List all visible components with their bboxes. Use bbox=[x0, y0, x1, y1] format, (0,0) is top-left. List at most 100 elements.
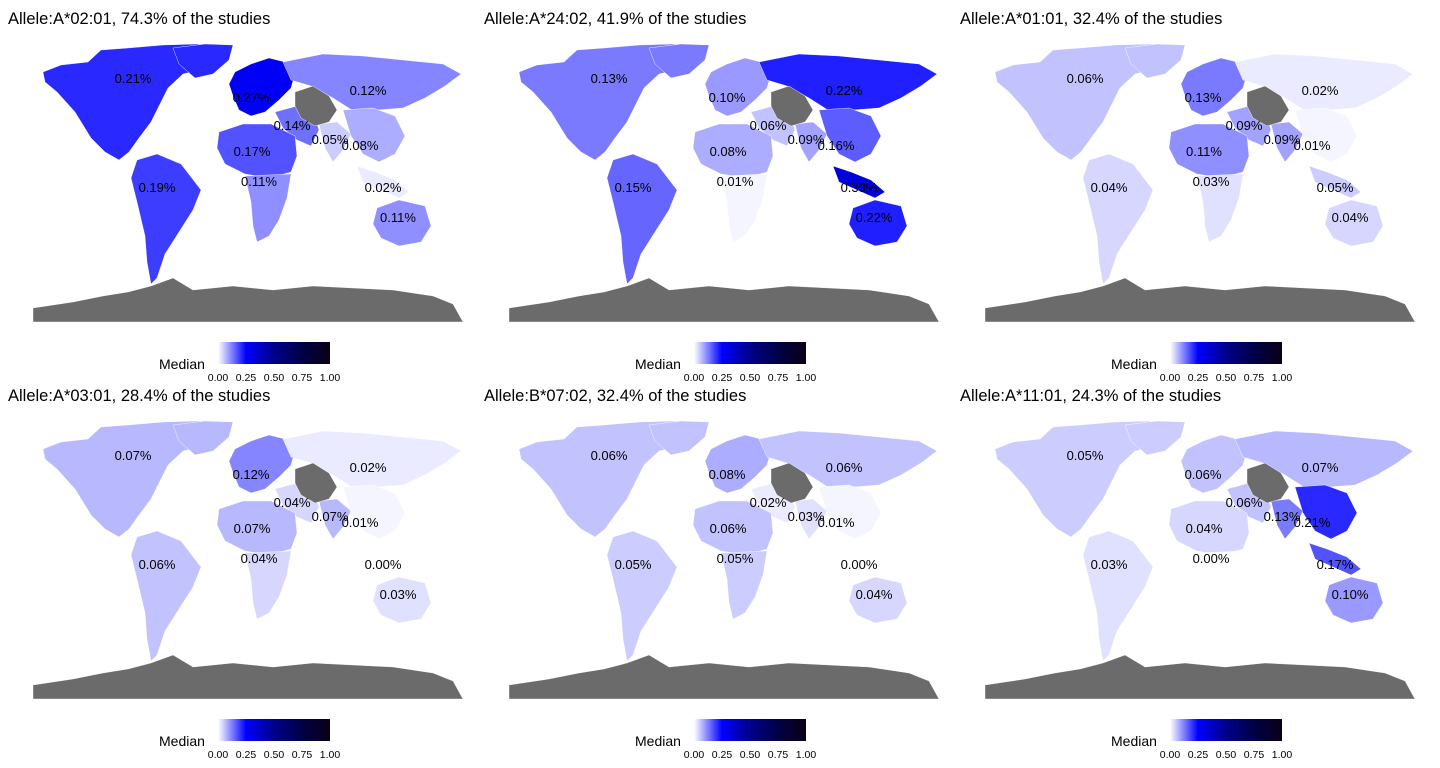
region-south-asia bbox=[1270, 121, 1304, 163]
region-value-label: 0.05% bbox=[615, 557, 652, 572]
region-southeast-asia bbox=[356, 165, 410, 199]
world-map: 0.06%0.05%0.08% 0.06%0.02%0.06%0.05%0.03%… bbox=[509, 420, 939, 699]
region-value-label: 0.19% bbox=[139, 180, 176, 195]
color-legend: Median 0.00 0.25 0.50 0.75 1.00 bbox=[150, 719, 340, 761]
map-title: Allele:A*11:01, 24.3% of the studies bbox=[960, 387, 1222, 405]
legend-tick-label: 0.25 bbox=[235, 372, 257, 384]
region-antarctica bbox=[509, 654, 939, 699]
region-value-label: 0.33% bbox=[841, 180, 878, 195]
region-oceania bbox=[372, 576, 432, 624]
map-title: Allele:A*01:01, 32.4% of the studies bbox=[960, 10, 1223, 28]
region-europe bbox=[704, 434, 772, 494]
legend-gradient-bar bbox=[1170, 719, 1282, 741]
region-greenland bbox=[1124, 420, 1186, 456]
region-east-asia bbox=[342, 107, 406, 163]
region-southern-africa bbox=[244, 550, 292, 620]
region-value-label: 0.17% bbox=[1317, 557, 1354, 572]
region-south-asia bbox=[794, 121, 828, 163]
region-europe bbox=[1180, 57, 1248, 117]
region-value-label: 0.06% bbox=[591, 448, 628, 463]
region-antarctica bbox=[509, 277, 939, 322]
region-europe bbox=[704, 57, 772, 117]
map-title: Allele:A*03:01, 28.4% of the studies bbox=[8, 387, 271, 405]
region-east-asia bbox=[1294, 107, 1358, 163]
region-value-label: 0.12% bbox=[350, 83, 387, 98]
region-value-label: 0.04% bbox=[1186, 521, 1223, 536]
region-value-label: 0.06% bbox=[1226, 495, 1263, 510]
region-antarctica bbox=[985, 277, 1415, 322]
legend-tick-label: 0.00 bbox=[683, 749, 705, 761]
legend-tick-label: 1.00 bbox=[319, 749, 341, 761]
legend-tick-label: 0.00 bbox=[1159, 749, 1181, 761]
region-value-label: 0.03% bbox=[788, 509, 825, 524]
legend-tick-label: 0.00 bbox=[207, 372, 229, 384]
region-south-america bbox=[606, 530, 678, 662]
region-south-america bbox=[130, 530, 202, 662]
region-value-label: 0.07% bbox=[312, 509, 349, 524]
region-east-asia bbox=[818, 107, 882, 163]
region-north-africa bbox=[1168, 123, 1250, 179]
legend-tick-label: 0.25 bbox=[711, 372, 733, 384]
legend-tick-label: 0.25 bbox=[711, 749, 733, 761]
region-north-america bbox=[518, 420, 700, 538]
region-europe bbox=[228, 434, 296, 494]
region-southeast-asia bbox=[1308, 542, 1362, 576]
legend-title: Median bbox=[635, 356, 681, 372]
region-value-label: 0.06% bbox=[1067, 71, 1104, 86]
legend-tick-label: 1.00 bbox=[319, 372, 341, 384]
region-north-america bbox=[42, 43, 224, 161]
legend-tick-label: 1.00 bbox=[795, 749, 817, 761]
region-value-label: 0.00% bbox=[841, 557, 878, 572]
region-greenland bbox=[172, 420, 234, 456]
region-north-africa bbox=[216, 123, 298, 179]
world-map: 0.21% 0.19% 0.27% 0.12% 0.14%0.17% 0.11% 0.05%… bbox=[33, 43, 463, 322]
region-central-asia-nodata bbox=[770, 85, 814, 127]
region-value-label: 0.22% bbox=[826, 83, 863, 98]
region-south-america bbox=[1082, 530, 1154, 662]
region-value-label: 0.04% bbox=[241, 551, 278, 566]
region-southern-africa bbox=[720, 550, 768, 620]
map-panel: Allele:B*07:02, 32.4% of the studies 0.06… bbox=[476, 377, 952, 761]
region-north-africa bbox=[692, 500, 774, 556]
region-value-label: 0.03% bbox=[1091, 557, 1128, 572]
color-legend: Median 0.00 0.25 0.50 0.75 1.00 bbox=[626, 342, 816, 384]
region-value-label: 0.06% bbox=[750, 118, 787, 133]
region-value-label: 0.02% bbox=[365, 180, 402, 195]
region-value-label: 0.06% bbox=[710, 521, 747, 536]
region-value-label: 0.22% bbox=[856, 210, 893, 225]
region-value-label: 0.01% bbox=[818, 515, 855, 530]
legend-tick-label: 0.50 bbox=[1215, 372, 1237, 384]
region-central-asia-nodata bbox=[294, 85, 338, 127]
region-value-label: 0.03% bbox=[1193, 174, 1230, 189]
region-value-label: 0.00% bbox=[1193, 551, 1230, 566]
region-value-label: 0.14% bbox=[274, 118, 311, 133]
region-value-label: 0.00% bbox=[365, 557, 402, 572]
region-value-label: 0.04% bbox=[856, 587, 893, 602]
map-title: Allele:B*07:02, 32.4% of the studies bbox=[484, 387, 747, 405]
region-value-label: 0.04% bbox=[1091, 180, 1128, 195]
region-value-label: 0.08% bbox=[709, 467, 746, 482]
region-value-label: 0.09% bbox=[788, 132, 825, 147]
region-value-label: 0.09% bbox=[1264, 132, 1301, 147]
color-legend: Median 0.00 0.25 0.50 0.75 1.00 bbox=[1102, 342, 1292, 384]
region-north-america bbox=[994, 420, 1176, 538]
region-value-label: 0.11% bbox=[380, 210, 416, 225]
legend-tick-label: 1.00 bbox=[795, 372, 817, 384]
legend-tick-label: 0.75 bbox=[767, 372, 789, 384]
legend-title: Median bbox=[1111, 356, 1157, 372]
region-value-label: 0.05% bbox=[1067, 448, 1104, 463]
region-south-asia bbox=[794, 498, 828, 540]
region-southeast-asia bbox=[832, 542, 886, 576]
legend-tick-label: 1.00 bbox=[1271, 749, 1293, 761]
region-north-africa bbox=[216, 500, 298, 556]
region-oceania bbox=[1324, 576, 1384, 624]
region-east-asia bbox=[818, 484, 882, 540]
region-value-label: 0.09% bbox=[1226, 118, 1263, 133]
legend-tick-label: 0.00 bbox=[683, 372, 705, 384]
region-antarctica bbox=[985, 654, 1415, 699]
legend-gradient-bar bbox=[218, 342, 330, 364]
legend-tick-label: 0.50 bbox=[739, 749, 761, 761]
region-north-america bbox=[994, 43, 1176, 161]
region-value-label: 0.11% bbox=[241, 174, 277, 189]
